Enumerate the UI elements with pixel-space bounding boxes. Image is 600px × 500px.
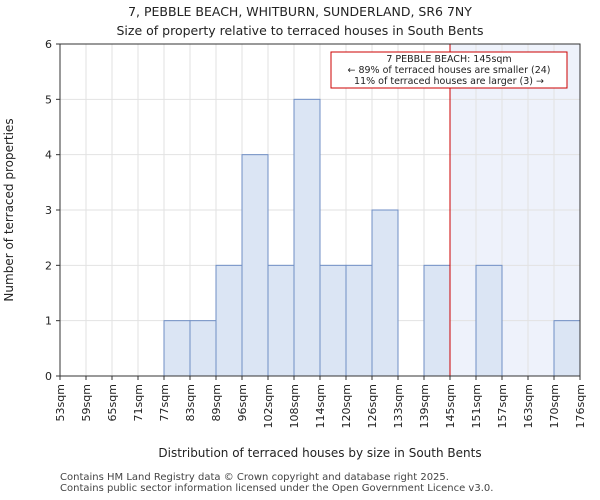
annotation-line-2: ← 89% of terraced houses are smaller (24…: [347, 65, 550, 76]
x-tick-label: 65sqm: [106, 384, 119, 421]
x-tick-label: 114sqm: [314, 384, 327, 428]
x-tick-label: 139sqm: [418, 384, 431, 428]
x-tick-label: 83sqm: [184, 384, 197, 421]
x-axis-title: Distribution of terraced houses by size …: [158, 446, 481, 460]
chart-title: 7, PEBBLE BEACH, WHITBURN, SUNDERLAND, S…: [0, 2, 600, 40]
annotation-line-3: 11% of terraced houses are larger (3) →: [354, 76, 544, 87]
y-tick-label: 5: [45, 93, 52, 106]
chart: 0 1 2 3 4 5 6 53sqm 59sqm 65sqm 71sqm 77sqm 83sqm 89…: [2, 38, 587, 460]
chart-title-line2: Size of property relative to terraced ho…: [116, 23, 484, 38]
footer-copyright: Contains HM Land Registry data © Crown c…: [60, 472, 449, 483]
bar-114sqm: [319, 264, 347, 377]
x-tick-label: 145sqm: [444, 384, 457, 428]
y-tick-label: 0: [45, 370, 52, 383]
y-axis-title: Number of terraced properties: [2, 118, 16, 301]
bar-108sqm: [293, 98, 321, 377]
footer: Contains HM Land Registry data © Crown c…: [60, 472, 493, 494]
x-tick-label: 59sqm: [80, 384, 93, 421]
x-tick-label: 157sqm: [496, 384, 509, 428]
y-tick-label: 6: [45, 38, 52, 51]
bar-83sqm: [189, 320, 217, 377]
bar-102sqm: [267, 264, 295, 377]
bar-170sqm: [553, 320, 581, 377]
bar-120sqm: [345, 264, 373, 377]
annotation-line-1: 7 PEBBLE BEACH: 145sqm: [386, 54, 511, 65]
x-tick-label: 108sqm: [288, 384, 301, 428]
x-tick-label: 176sqm: [574, 384, 587, 428]
bar-139sqm: [423, 264, 451, 377]
x-tick-label: 89sqm: [210, 384, 223, 421]
x-tick-label: 170sqm: [548, 384, 561, 428]
x-tick-label: 151sqm: [470, 384, 483, 428]
subject-property-annotation: 7 PEBBLE BEACH: 145sqm← 89% of terraced …: [330, 51, 568, 89]
y-tick-label: 2: [45, 259, 52, 272]
x-tick-label: 120sqm: [340, 384, 353, 428]
bar-96sqm: [241, 154, 269, 377]
y-axis-ticks: 0 1 2 3 4 5 6: [45, 38, 60, 383]
x-tick-label: 77sqm: [158, 384, 171, 421]
y-tick-label: 4: [45, 149, 52, 162]
bar-126sqm: [371, 209, 399, 377]
x-tick-label: 96sqm: [236, 384, 249, 421]
x-tick-label: 133sqm: [392, 384, 405, 428]
annotation-box: [330, 51, 568, 89]
x-tick-label: 71sqm: [132, 384, 145, 421]
x-tick-label: 163sqm: [522, 384, 535, 428]
bar-77sqm: [163, 320, 191, 377]
footer-licence: Contains public sector information licen…: [60, 483, 494, 494]
x-axis-ticks: 53sqm 59sqm 65sqm 71sqm 77sqm 83sqm 89sqm 96sqm…: [54, 376, 587, 428]
y-tick-label: 3: [45, 204, 52, 217]
y-tick-label: 1: [45, 315, 52, 328]
bar-151sqm: [475, 264, 503, 377]
x-tick-label: 102sqm: [262, 384, 275, 428]
x-tick-label: 53sqm: [54, 384, 67, 421]
x-tick-label: 126sqm: [366, 384, 379, 428]
chart-title-line1: 7, PEBBLE BEACH, WHITBURN, SUNDERLAND, S…: [128, 4, 472, 19]
bar-89sqm: [215, 264, 243, 377]
